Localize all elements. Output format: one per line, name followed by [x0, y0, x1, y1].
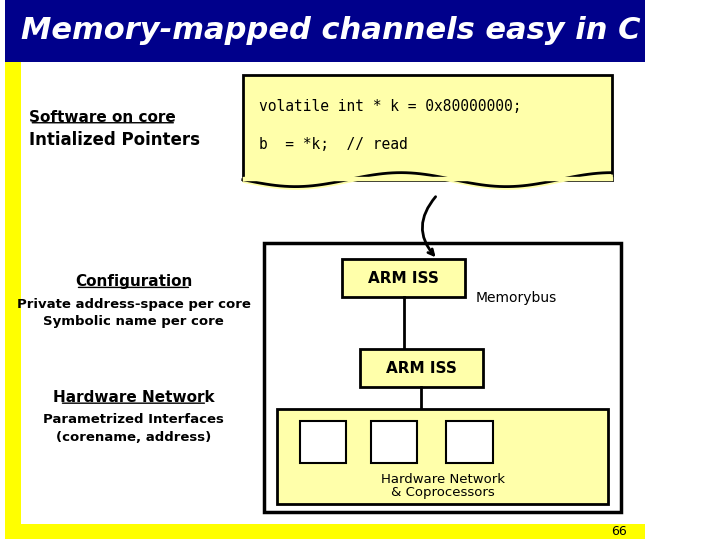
Text: Parametrized Interfaces: Parametrized Interfaces	[43, 413, 224, 426]
Text: Symbolic name per core: Symbolic name per core	[43, 315, 224, 328]
FancyBboxPatch shape	[4, 62, 21, 524]
FancyBboxPatch shape	[243, 75, 612, 180]
FancyBboxPatch shape	[360, 349, 483, 387]
Text: Memorybus: Memorybus	[476, 292, 557, 306]
Text: Hardware Network: Hardware Network	[53, 390, 215, 404]
Text: & Coprocessors: & Coprocessors	[391, 487, 495, 500]
FancyBboxPatch shape	[4, 524, 644, 539]
FancyBboxPatch shape	[277, 409, 608, 504]
Text: volatile int * k = 0x80000000;: volatile int * k = 0x80000000;	[258, 99, 521, 114]
Text: Private address-space per core: Private address-space per core	[17, 298, 251, 311]
Text: b  = *k;  // read: b = *k; // read	[258, 137, 408, 152]
FancyBboxPatch shape	[371, 421, 417, 463]
Text: Memory-mapped channels easy in C: Memory-mapped channels easy in C	[21, 16, 640, 45]
FancyBboxPatch shape	[446, 421, 492, 463]
Text: ARM ISS: ARM ISS	[386, 361, 457, 376]
FancyBboxPatch shape	[300, 421, 346, 463]
Text: (corename, address): (corename, address)	[56, 430, 211, 443]
Text: Configuration: Configuration	[75, 274, 192, 289]
Text: Hardware Network: Hardware Network	[381, 472, 505, 485]
FancyBboxPatch shape	[4, 0, 644, 62]
FancyBboxPatch shape	[342, 259, 465, 298]
Text: 66: 66	[611, 525, 627, 538]
FancyBboxPatch shape	[264, 242, 621, 512]
Text: Software on core: Software on core	[30, 110, 176, 125]
Text: Intialized Pointers: Intialized Pointers	[30, 131, 200, 149]
Text: ARM ISS: ARM ISS	[368, 271, 439, 286]
